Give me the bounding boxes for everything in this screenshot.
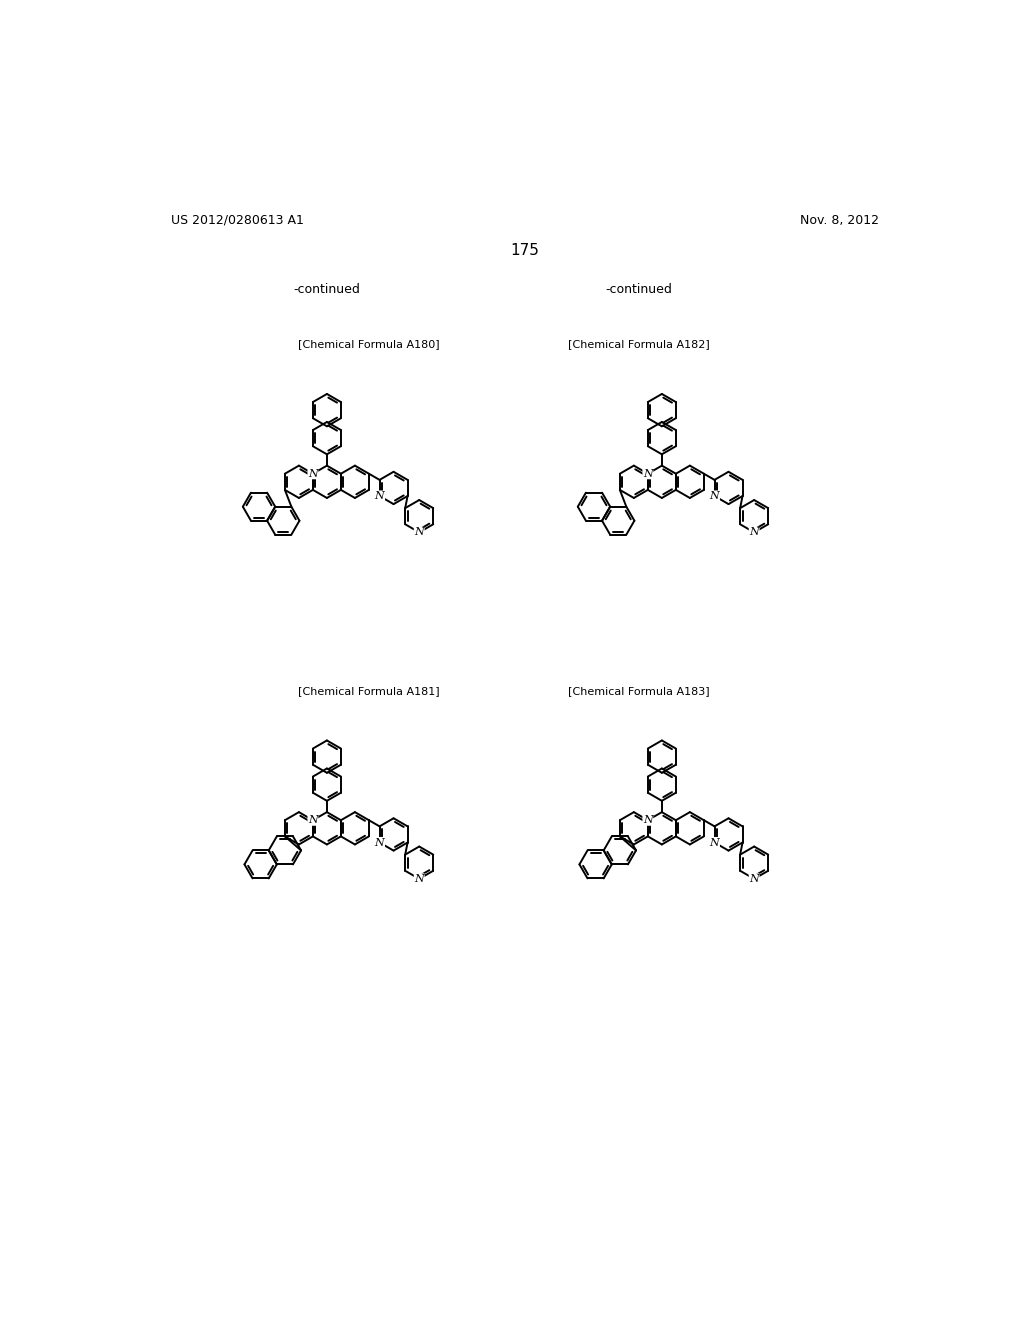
Text: N: N [750,874,759,884]
Text: N: N [308,469,317,479]
Text: [Chemical Formula A180]: [Chemical Formula A180] [298,339,440,350]
Text: N: N [643,816,652,825]
Text: -continued: -continued [605,284,672,296]
Text: US 2012/0280613 A1: US 2012/0280613 A1 [171,214,303,227]
Text: N: N [415,874,424,884]
Text: N: N [710,491,720,502]
Text: [Chemical Formula A181]: [Chemical Formula A181] [298,686,440,696]
Text: -continued: -continued [294,284,360,296]
Text: N: N [375,491,384,502]
Text: N: N [415,528,424,537]
Text: N: N [750,528,759,537]
Text: [Chemical Formula A183]: [Chemical Formula A183] [568,686,710,696]
Text: Nov. 8, 2012: Nov. 8, 2012 [800,214,879,227]
Text: N: N [375,837,384,847]
Text: N: N [643,469,652,479]
Text: 175: 175 [510,243,540,259]
Text: N: N [308,816,317,825]
Text: N: N [710,837,720,847]
Text: [Chemical Formula A182]: [Chemical Formula A182] [568,339,710,350]
